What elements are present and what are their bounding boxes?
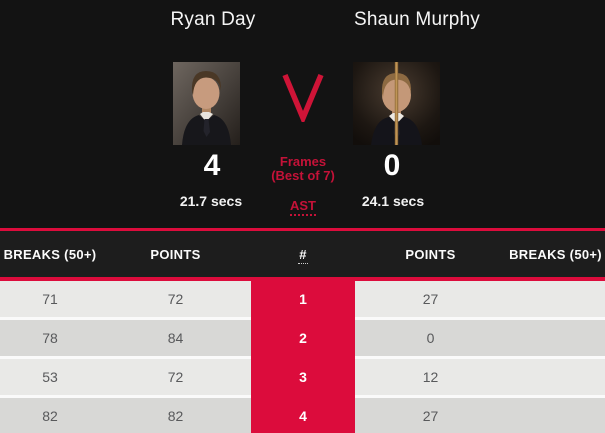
breaks-left-cell: 71: [0, 281, 100, 317]
points-left-cell: 72: [100, 359, 251, 395]
ast-label: AST: [203, 198, 403, 216]
player-left-photo: [173, 62, 240, 145]
frame-number-abbr: #: [298, 246, 308, 264]
table-row: 53 72 3 12: [0, 359, 605, 395]
player-left-frames-score: 4: [203, 149, 221, 182]
breaks-right-cell: [506, 320, 605, 356]
frame-number-cell: 1: [251, 281, 355, 317]
player-right-avg-shot-time: 24.1 secs: [361, 193, 425, 209]
table-header-row: BREAKS (50+) POINTS # POINTS BREAKS (50+…: [0, 228, 605, 281]
frame-number-cell: 3: [251, 359, 355, 395]
frame-scores-table: BREAKS (50+) POINTS # POINTS BREAKS (50+…: [0, 228, 605, 433]
points-right-cell: 12: [355, 359, 506, 395]
match-header: Ryan Day Shaun Murphy: [170, 9, 480, 216]
breaks-left-cell: 53: [0, 359, 100, 395]
player-right-portrait-icon: [353, 62, 440, 145]
col-header-breaks-left: BREAKS (50+): [3, 246, 97, 262]
points-left-cell: 84: [100, 320, 251, 356]
col-header-breaks-right: BREAKS (50+): [509, 246, 602, 262]
player-right-name[interactable]: Shaun Murphy: [354, 9, 480, 30]
frames-label-line1: Frames: [279, 154, 327, 169]
col-header-frame-number: #: [251, 246, 355, 264]
player-right-frames-score: 0: [383, 149, 401, 182]
table-body: 71 72 1 27 78 84 2 0 53 72 3 12: [0, 281, 605, 433]
frame-number-cell: 2: [251, 320, 355, 356]
versus-icon: [281, 72, 325, 126]
ast-abbr: AST: [290, 198, 316, 216]
col-header-points-right: POINTS: [405, 246, 456, 262]
points-right-cell: 0: [355, 320, 506, 356]
player-left-avg-shot-time: 21.7 secs: [179, 193, 243, 209]
col-header-points-left: POINTS: [150, 246, 201, 262]
points-right-cell: 27: [355, 281, 506, 317]
frame-number-cell: 4: [251, 398, 355, 433]
breaks-right-cell: [506, 398, 605, 433]
player-left-portrait-icon: [173, 62, 240, 145]
breaks-right-cell: [506, 359, 605, 395]
breaks-left-cell: 82: [0, 398, 100, 433]
table-row: 82 82 4 27: [0, 398, 605, 433]
player-left-name[interactable]: Ryan Day: [170, 9, 256, 30]
table-row: 78 84 2 0: [0, 320, 605, 356]
table-row: 71 72 1 27: [0, 281, 605, 317]
breaks-left-cell: 78: [0, 320, 100, 356]
breaks-right-cell: [506, 281, 605, 317]
frames-label-line2: (Best of 7): [271, 168, 335, 183]
frames-best-of-label: Frames (Best of 7): [203, 155, 403, 183]
points-left-cell: 72: [100, 281, 251, 317]
player-right-photo: [353, 62, 440, 145]
points-right-cell: 27: [355, 398, 506, 433]
points-left-cell: 82: [100, 398, 251, 433]
